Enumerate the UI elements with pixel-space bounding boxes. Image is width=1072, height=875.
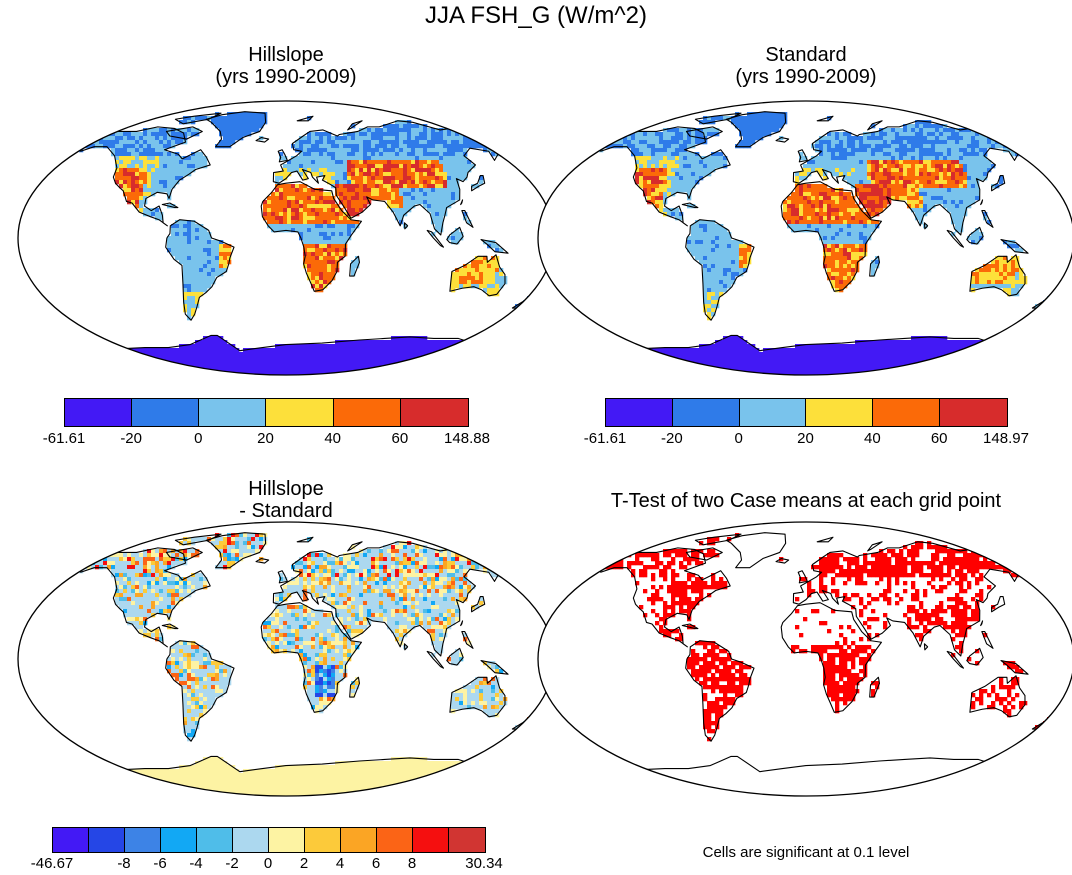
colorbar-swatch	[197, 828, 233, 852]
colorbar-tick-label: 40	[324, 430, 341, 447]
colorbar-tick-label: 0	[264, 855, 272, 872]
colorbar-tick-label: -4	[189, 855, 202, 872]
colorbar-tick-label: -46.67	[31, 855, 74, 872]
colorbar-swatch	[53, 828, 89, 852]
colorbar-tick-label: -61.61	[584, 430, 627, 447]
colorbar-tick-label: 6	[372, 855, 380, 872]
colorbar-tick-label: -6	[153, 855, 166, 872]
colorbar-tick-label: 30.34	[465, 855, 503, 872]
colorbar-swatch	[269, 828, 305, 852]
panel-title-ttest: T-Test of two Case means at each grid po…	[536, 490, 1072, 512]
colorbar-tick-label: 60	[931, 430, 948, 447]
colorbar-swatch	[449, 828, 485, 852]
colorbar-swatch	[940, 399, 1007, 426]
colorbar-standard	[605, 398, 1008, 427]
colorbar-swatch	[125, 828, 161, 852]
colorbar-swatch	[740, 399, 807, 426]
colorbar-swatch	[334, 399, 401, 426]
colorbar-swatch	[606, 399, 673, 426]
colorbar-tick-label: 148.88	[444, 430, 490, 447]
colorbar-tick-label: 148.97	[983, 430, 1029, 447]
colorbar-tick-label: -61.61	[43, 430, 86, 447]
colorbar-swatch	[132, 399, 199, 426]
colorbar-swatch	[673, 399, 740, 426]
colorbar-swatch	[873, 399, 940, 426]
map-difference	[14, 520, 558, 798]
panel-title-line2: (yrs 1990-2009)	[536, 66, 1072, 88]
colorbar-tick-label: 20	[257, 430, 274, 447]
colorbar-swatch	[806, 399, 873, 426]
panel-title-line1: Hillslope	[16, 44, 556, 66]
map-standard	[534, 99, 1072, 377]
colorbar-swatch	[401, 399, 468, 426]
colorbar-swatch	[161, 828, 197, 852]
colorbar-swatch	[89, 828, 125, 852]
colorbar-tick-label: 60	[391, 430, 408, 447]
significance-note: Cells are significant at 0.1 level	[536, 844, 1072, 861]
colorbar-swatch	[377, 828, 413, 852]
map-ttest	[534, 520, 1072, 798]
panel-title-line1: Standard	[536, 44, 1072, 66]
colorbar-hillslope	[64, 398, 469, 427]
colorbar-swatch	[65, 399, 132, 426]
colorbar-tick-label: 8	[408, 855, 416, 872]
colorbar-difference	[52, 827, 486, 853]
panel-title-line2: - Standard	[16, 500, 556, 522]
colorbar-tick-label: 20	[797, 430, 814, 447]
colorbar-tick-label: 40	[864, 430, 881, 447]
colorbar-tick-label: -20	[661, 430, 683, 447]
panel-title-hillslope: Hillslope (yrs 1990-2009)	[16, 44, 556, 88]
colorbar-swatch	[413, 828, 449, 852]
panel-title-line1: T-Test of two Case means at each grid po…	[536, 490, 1072, 512]
figure-title: JJA FSH_G (W/m^2)	[0, 2, 1072, 30]
colorbar-swatch	[199, 399, 266, 426]
colorbar-tick-label: 0	[194, 430, 202, 447]
colorbar-tick-label: -20	[120, 430, 142, 447]
map-hillslope	[14, 99, 558, 377]
panel-title-difference: Hillslope - Standard	[16, 478, 556, 522]
colorbar-tick-label: 0	[734, 430, 742, 447]
colorbar-tick-label: 4	[336, 855, 344, 872]
colorbar-swatch	[266, 399, 333, 426]
colorbar-tick-label: -2	[225, 855, 238, 872]
colorbar-tick-label: -8	[117, 855, 130, 872]
panel-title-standard: Standard (yrs 1990-2009)	[536, 44, 1072, 88]
colorbar-swatch	[341, 828, 377, 852]
colorbar-swatch	[305, 828, 341, 852]
panel-title-line1: Hillslope	[16, 478, 556, 500]
colorbar-swatch	[233, 828, 269, 852]
panel-title-line2: (yrs 1990-2009)	[16, 66, 556, 88]
colorbar-tick-label: 2	[300, 855, 308, 872]
